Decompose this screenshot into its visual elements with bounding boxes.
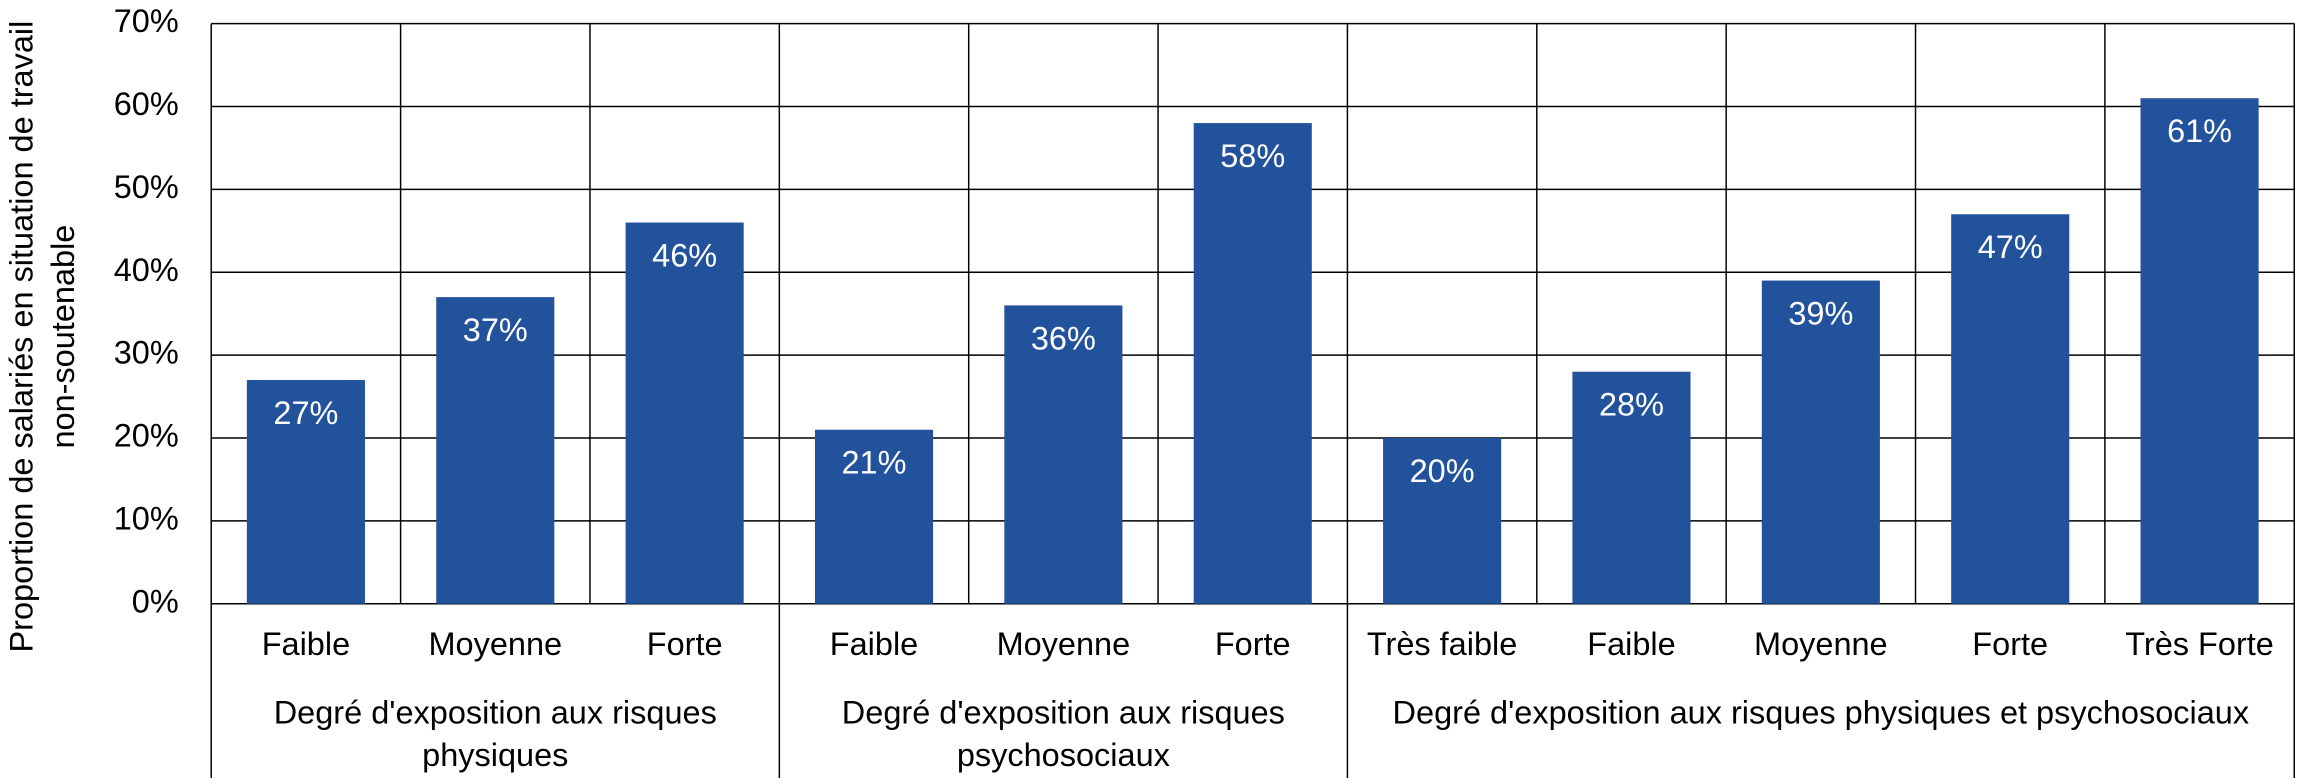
x-tick-label: Forte: [647, 626, 723, 662]
data-label: 61%: [2167, 113, 2232, 149]
bar: [1951, 214, 2070, 604]
group-label-box: Degré d'exposition aux risques physiques…: [1392, 693, 2250, 731]
y-tick-label: 0%: [132, 583, 179, 619]
data-label: 28%: [1599, 387, 1664, 423]
x-tick-label: Très Forte: [2125, 626, 2274, 662]
group-label: Degré d'exposition aux risques physiques…: [1392, 693, 2250, 731]
x-tick-label: Faible: [1587, 626, 1675, 662]
group-label-box: Degré d'exposition aux risques physiques: [273, 693, 717, 774]
x-tick-label: Forte: [1215, 626, 1291, 662]
x-tick-label: Très faible: [1367, 626, 1517, 662]
x-tick-label: Moyenne: [1754, 626, 1888, 662]
y-tick-label: 40%: [114, 252, 179, 288]
data-label: 47%: [1978, 229, 2043, 265]
data-label: 37%: [463, 312, 528, 348]
group-label-box: Degré d'exposition aux risques psychosoc…: [841, 693, 1285, 774]
data-label: 21%: [842, 445, 907, 481]
data-label: 36%: [1031, 320, 1096, 356]
x-tick-label: Faible: [830, 626, 918, 662]
x-tick-label: Moyenne: [428, 626, 562, 662]
x-tick-label: Moyenne: [997, 626, 1131, 662]
x-tick-label: Forte: [1972, 626, 2048, 662]
group-label: Degré d'exposition aux risques psychosoc…: [841, 693, 1285, 774]
y-axis-title-box: Proportion de salariés en situation de t…: [3, 20, 82, 653]
x-tick-label: Faible: [262, 626, 350, 662]
y-tick-label: 20%: [114, 418, 179, 454]
bar: [1572, 371, 1691, 604]
bar: [1004, 305, 1123, 604]
bar: [2140, 98, 2259, 604]
y-tick-label: 10%: [114, 500, 179, 536]
bar: [1761, 280, 1880, 604]
y-axis-title: Proportion de salariés en situation de t…: [3, 20, 82, 653]
bar: [625, 222, 744, 604]
bar: [1383, 438, 1502, 604]
y-tick-label: 60%: [114, 86, 179, 122]
bar: [814, 429, 934, 604]
data-label: 46%: [652, 238, 717, 274]
group-label: Degré d'exposition aux risques physiques: [273, 693, 717, 774]
y-tick-label: 70%: [114, 3, 179, 39]
data-label: 20%: [1410, 453, 1475, 489]
data-label: 39%: [1788, 296, 1853, 332]
bar: [1193, 123, 1312, 604]
data-label: 58%: [1220, 138, 1285, 174]
y-tick-label: 50%: [114, 169, 179, 205]
y-tick-label: 30%: [114, 335, 179, 371]
bar: [246, 380, 365, 604]
data-label: 27%: [273, 395, 338, 431]
bar: [436, 297, 555, 604]
